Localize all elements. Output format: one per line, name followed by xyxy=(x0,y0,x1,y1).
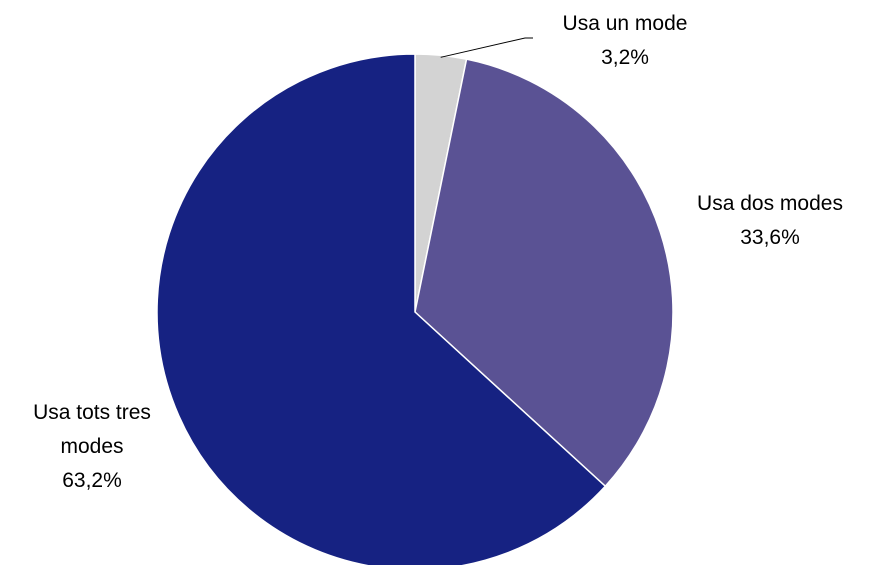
pie-slice xyxy=(156,53,607,570)
slice-value-label: 33,6% xyxy=(740,226,800,249)
pie-slice xyxy=(414,58,674,488)
pie-slices xyxy=(156,53,674,570)
slice-value-label: 3,2% xyxy=(601,46,649,69)
leader-lines xyxy=(440,37,533,58)
slice-category-label: Usa tots tres xyxy=(33,401,151,424)
slice-category-label: modes xyxy=(60,435,123,458)
slice-category-label: Usa un mode xyxy=(563,12,688,35)
slice-value-label: 63,2% xyxy=(62,469,122,492)
slice-labels: Usa un mode 3,2% Usa dos modes 33,6% Usa tot… xyxy=(33,12,843,492)
leader-line xyxy=(440,37,533,58)
slice-category-label: Usa dos modes xyxy=(697,192,843,215)
